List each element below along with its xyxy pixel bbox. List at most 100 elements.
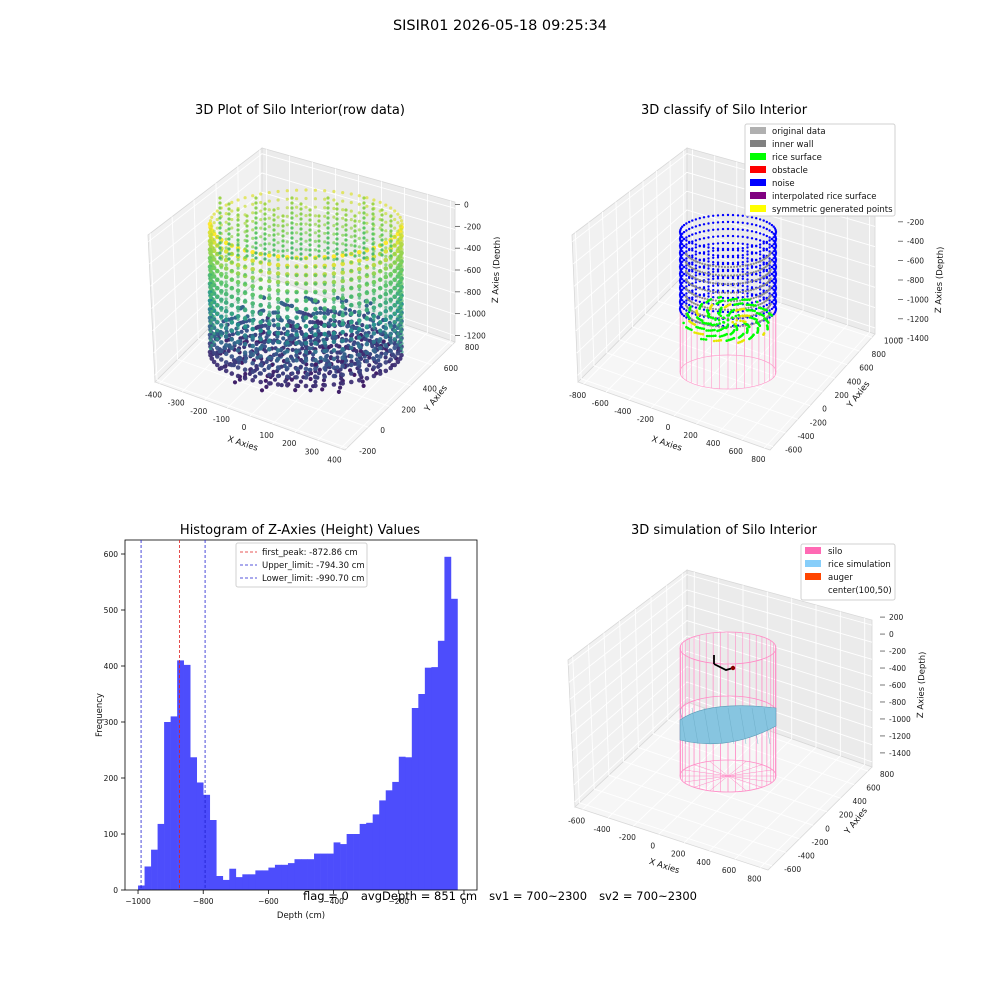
noise-point bbox=[707, 278, 710, 281]
noise-point bbox=[774, 265, 778, 269]
raw-point bbox=[308, 388, 313, 393]
raw-point bbox=[262, 367, 267, 373]
raw-point bbox=[383, 291, 389, 297]
raw-point bbox=[353, 234, 357, 238]
raw-point bbox=[357, 378, 362, 383]
raw-point bbox=[326, 201, 330, 205]
raw-point bbox=[272, 248, 276, 252]
raw-point bbox=[267, 267, 271, 271]
inner-wall-point bbox=[717, 265, 720, 268]
raw-point bbox=[353, 244, 357, 248]
raw-point bbox=[313, 197, 317, 201]
noise-point bbox=[694, 243, 698, 246]
noise-point bbox=[750, 230, 754, 233]
inner-wall-point bbox=[761, 293, 764, 296]
raw-point bbox=[304, 205, 308, 209]
noise-point bbox=[681, 225, 684, 228]
raw-point bbox=[219, 357, 224, 362]
raw-point bbox=[304, 282, 308, 286]
raw-point bbox=[294, 383, 299, 389]
inner-wall-point bbox=[690, 292, 693, 295]
inner-wall-point bbox=[759, 320, 762, 323]
silo-wire bbox=[727, 761, 747, 777]
noise-point bbox=[682, 293, 686, 297]
raw-point bbox=[299, 202, 303, 206]
noise-point bbox=[770, 230, 774, 234]
noise-point bbox=[707, 243, 710, 246]
raw-point bbox=[349, 235, 353, 239]
raw-point bbox=[281, 244, 285, 248]
raw-point bbox=[322, 323, 328, 328]
raw-point bbox=[322, 311, 327, 316]
raw-point bbox=[349, 354, 354, 359]
rice-surface-point bbox=[737, 302, 740, 306]
raw-point bbox=[230, 303, 234, 307]
raw-point bbox=[308, 243, 312, 247]
raw-point bbox=[224, 305, 228, 310]
rice-surface-point bbox=[747, 314, 751, 318]
noise-point bbox=[678, 293, 682, 297]
raw-point bbox=[275, 279, 281, 285]
inner-wall-point bbox=[750, 306, 753, 309]
rice-surface-point bbox=[754, 304, 757, 307]
noise-point bbox=[712, 277, 715, 280]
raw-point bbox=[245, 244, 249, 248]
raw-point bbox=[398, 318, 402, 322]
raw-point bbox=[357, 250, 362, 255]
raw-point bbox=[335, 295, 340, 300]
inner-wall-point bbox=[684, 278, 687, 281]
raw-point bbox=[343, 338, 348, 343]
raw-point bbox=[332, 189, 336, 194]
z-tick-label: -1000 bbox=[907, 295, 929, 304]
raw-point bbox=[313, 323, 318, 329]
raw-point bbox=[384, 280, 388, 284]
noise-point bbox=[736, 214, 740, 217]
raw-point bbox=[347, 308, 352, 313]
x-tick-label: 400 bbox=[696, 858, 711, 867]
raw-point bbox=[294, 332, 299, 337]
noise-point bbox=[726, 213, 730, 217]
rice-surface-point bbox=[701, 332, 705, 336]
raw-point bbox=[396, 280, 400, 284]
raw-point bbox=[259, 388, 265, 393]
raw-point bbox=[289, 333, 294, 338]
noise-point bbox=[746, 260, 749, 263]
raw-point bbox=[332, 198, 336, 202]
noise-point bbox=[691, 254, 694, 257]
inner-wall-point bbox=[698, 279, 701, 282]
inner-wall-point bbox=[739, 273, 742, 276]
raw-point bbox=[236, 309, 240, 313]
noise-point bbox=[758, 246, 762, 249]
rice-surface-point bbox=[711, 329, 714, 332]
raw-point bbox=[344, 243, 348, 247]
raw-point bbox=[250, 335, 255, 340]
raw-point bbox=[335, 252, 339, 256]
inner-wall-point bbox=[757, 278, 760, 281]
raw-point bbox=[323, 197, 327, 201]
inner-wall-point bbox=[763, 301, 766, 304]
noise-point bbox=[702, 265, 706, 268]
raw-point bbox=[263, 202, 267, 206]
inner-wall-point bbox=[698, 296, 701, 299]
raw-point bbox=[212, 246, 216, 250]
x-tick-label: 100 bbox=[259, 431, 274, 440]
raw-point bbox=[290, 236, 294, 240]
raw-point bbox=[235, 314, 241, 319]
raw-point bbox=[267, 381, 272, 386]
raw-point bbox=[295, 188, 299, 192]
raw-point bbox=[259, 269, 263, 273]
raw-point bbox=[215, 303, 219, 307]
raw-point bbox=[235, 296, 241, 302]
raw-point bbox=[212, 272, 216, 276]
raw-point bbox=[349, 311, 353, 316]
raw-point bbox=[267, 304, 272, 309]
raw-point bbox=[242, 367, 248, 372]
noise-point bbox=[707, 253, 710, 256]
inner-wall-point bbox=[747, 306, 750, 309]
noise-point bbox=[685, 250, 688, 253]
noise-point bbox=[755, 266, 758, 269]
raw-point bbox=[380, 213, 384, 217]
raw-point bbox=[261, 308, 266, 313]
raw-point bbox=[295, 222, 299, 226]
raw-point bbox=[304, 222, 308, 226]
